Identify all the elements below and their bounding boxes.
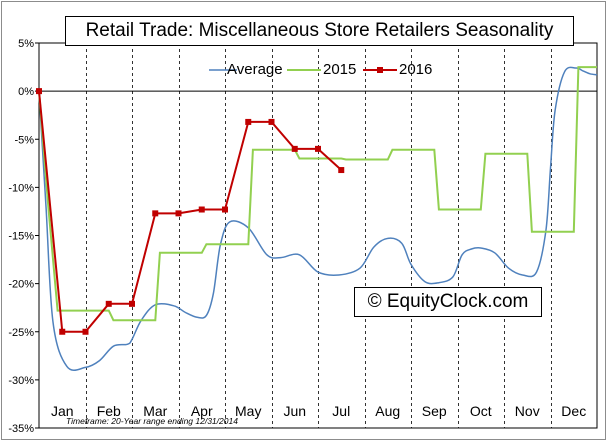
legend-label-average: Average (227, 61, 283, 78)
x-tick-label: Apr (191, 403, 213, 419)
data-point-2016 (315, 145, 321, 152)
x-tick-label: Sep (422, 403, 447, 419)
plot-area-border (38, 42, 598, 429)
chart-title: Retail Trade: Miscellaneous Store Retail… (65, 16, 574, 46)
data-point-2016 (105, 300, 112, 307)
y-tick-label: -20% (8, 279, 34, 291)
series-line-2016 (38, 91, 342, 333)
x-tick-label: Nov (515, 403, 540, 419)
y-tick-label: -15% (8, 231, 34, 243)
x-tick-label: Mar (143, 403, 167, 419)
y-tick-label: -30% (8, 375, 34, 387)
data-point-2016 (59, 328, 66, 335)
x-tick-label: Jan (51, 403, 74, 419)
legend-label-2015: 2015 (323, 61, 357, 78)
y-tick-label: -35% (8, 423, 34, 435)
series-line-average (38, 66, 598, 371)
legend-label-2016: 2016 (399, 61, 433, 78)
y-tick-label: -5% (14, 134, 34, 146)
y-tick-label: 0% (18, 86, 34, 98)
x-tick-label: Aug (375, 403, 400, 419)
legend-swatch-2015 (287, 69, 321, 71)
data-point-2016 (82, 328, 89, 335)
series-2016 (36, 88, 345, 335)
series-line-2015 (38, 66, 597, 322)
legend-swatch-average (209, 69, 237, 71)
series-2015 (38, 66, 597, 322)
x-tick-label: May (235, 403, 261, 419)
data-point-2016 (198, 206, 205, 213)
y-tick-label: 5% (18, 38, 34, 50)
x-tick-label: Dec (561, 403, 586, 419)
x-tick-label: Feb (97, 403, 121, 419)
timeframe-footnote: Timeframe: 20-Year range ending 12/31/20… (66, 416, 238, 426)
data-point-2016 (268, 118, 275, 125)
x-tick-label: Oct (470, 403, 492, 419)
data-point-2016 (338, 167, 345, 174)
watermark: © EquityClock.com (354, 287, 542, 317)
y-tick-label: -10% (8, 182, 34, 194)
x-tick-label: Jun (283, 403, 306, 419)
data-point-2016 (175, 210, 182, 217)
series-average (38, 66, 598, 371)
y-tick-label: -25% (8, 327, 34, 339)
data-point-2016 (245, 118, 252, 125)
data-point-2016 (291, 145, 298, 152)
data-point-2016 (222, 206, 228, 213)
data-point-2016 (36, 88, 42, 95)
data-point-2016 (152, 210, 159, 217)
x-tick-label: Jul (332, 403, 350, 419)
data-point-2016 (129, 300, 135, 307)
legend-swatch-2016 (363, 67, 397, 73)
